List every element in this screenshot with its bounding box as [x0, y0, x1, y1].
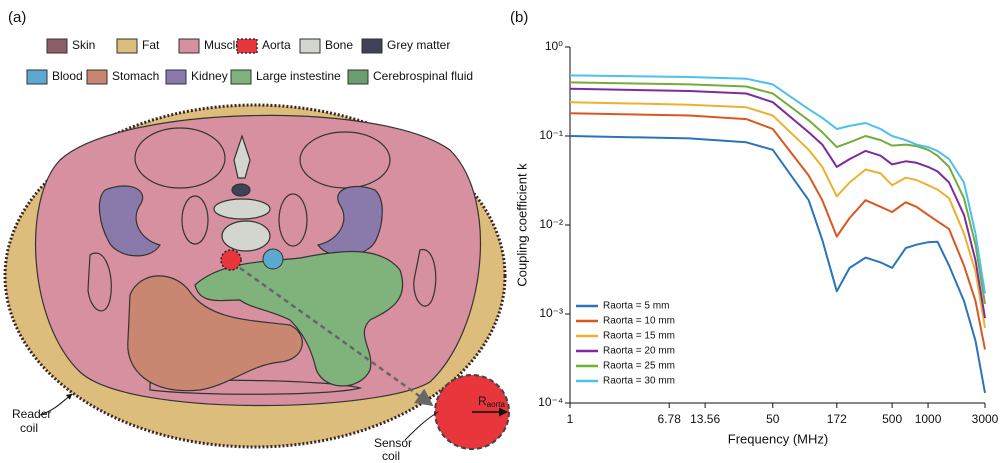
- legend-swatch: [179, 39, 199, 53]
- legend-label: Large instestine: [256, 69, 341, 83]
- y-tick-label: 10⁰: [545, 39, 563, 53]
- legend-swatch: [231, 70, 251, 84]
- sensor-label: coil: [382, 449, 400, 463]
- legend-label: Raorta = 5 mm: [603, 301, 669, 312]
- y-tick-label: 10⁻³: [539, 306, 563, 320]
- legend-swatch: [348, 70, 368, 84]
- x-tick-label: 500: [882, 412, 902, 426]
- legend-swatch: [47, 39, 67, 53]
- legend-swatch: [362, 39, 382, 53]
- legend-swatch: [166, 70, 186, 84]
- legend-label: Fat: [142, 38, 160, 52]
- y-tick-label: 10⁻²: [539, 217, 563, 231]
- y-tick-label: 10⁻¹: [539, 128, 563, 142]
- muscle-outline: [300, 132, 390, 188]
- anatomy: Raorta Reader coil Sensor coil: [5, 105, 509, 463]
- legend-swatch: [87, 70, 107, 84]
- muscle-outline: [279, 194, 307, 246]
- x-axis-label: Frequency (MHz): [728, 431, 828, 446]
- legend-label: Aorta: [262, 38, 291, 52]
- muscle-outline: [135, 128, 225, 188]
- y-axis-label: Coupling coefficient k: [514, 163, 529, 287]
- legend-label: Raorta = 15 mm: [603, 331, 675, 342]
- series-line: [570, 89, 985, 318]
- legend-label: Grey matter: [387, 38, 450, 52]
- reader-label: Reader: [12, 407, 51, 421]
- legend-label: Raorta = 20 mm: [603, 346, 675, 357]
- blood: [263, 249, 283, 269]
- y-tick-label: 10⁻⁴: [538, 395, 563, 409]
- legend-label: Bone: [325, 38, 353, 52]
- legend-label: Raorta = 25 mm: [603, 361, 675, 372]
- reader-label: coil: [20, 421, 38, 435]
- x-tick-label: 13.56: [690, 412, 720, 426]
- legend-label: Raorta = 10 mm: [603, 316, 675, 327]
- figure: Raorta Reader coil Sensor coil (a) (b) F…: [0, 0, 1000, 463]
- bone: [222, 221, 270, 251]
- legend-label: Cerebrospinal fluid: [373, 69, 473, 83]
- x-tick-label: 6.78: [658, 412, 682, 426]
- sensor-label: Sensor: [374, 436, 412, 450]
- legend-label: Skin: [72, 38, 95, 52]
- bone: [214, 199, 270, 219]
- x-tick-label: 3000: [972, 412, 999, 426]
- legend-swatch: [237, 39, 257, 53]
- legend-swatch: [117, 39, 137, 53]
- legend-label: Blood: [52, 69, 83, 83]
- series-line: [570, 82, 985, 304]
- muscle-outline: [182, 196, 208, 244]
- x-tick-label: 1: [567, 412, 574, 426]
- x-tick-label: 50: [766, 412, 780, 426]
- legend-label: Kidney: [191, 69, 228, 83]
- aorta: [221, 250, 241, 270]
- panel-label: (a): [8, 9, 26, 26]
- grey-matter: [232, 184, 250, 196]
- x-tick-label: 1000: [915, 412, 942, 426]
- legend-label: Stomach: [112, 69, 159, 83]
- panel-label: (b): [510, 9, 528, 26]
- legend-swatch: [300, 39, 320, 53]
- series-line: [570, 75, 985, 293]
- x-tick-label: 172: [827, 412, 847, 426]
- legend-swatch: [27, 70, 47, 84]
- legend-label: Raorta = 30 mm: [603, 376, 675, 387]
